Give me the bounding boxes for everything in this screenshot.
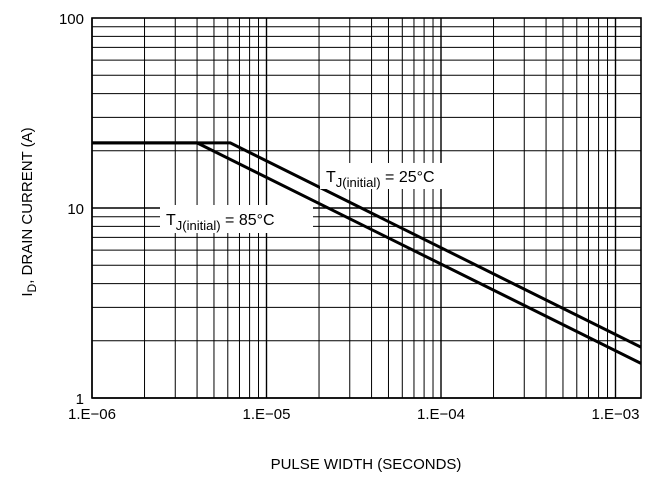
series-lines (92, 141, 642, 365)
annotation-tj85: TJ(initial) = 85°C (160, 205, 313, 233)
grid (91, 17, 642, 399)
annotation-tj25: TJ(initial) = 25°C (320, 163, 472, 190)
x-tick-label: 1.E−05 (243, 406, 291, 423)
plot-frame (91, 17, 642, 399)
x-tick-label: 1.E−03 (592, 406, 640, 423)
annotation-tj25-text: TJ(initial) = 25°C (326, 169, 435, 190)
annotation-tj85-text: TJ(initial) = 85°C (166, 212, 275, 233)
y-axis-title: ID, DRAIN CURRENT (A) (19, 127, 39, 296)
y-tick-label: 1 (76, 391, 84, 408)
tick-labels: 1.E−06 1.E−05 1.E−04 1.E−03 1 10 100 (59, 11, 640, 423)
y-tick-label: 10 (67, 201, 84, 218)
x-tick-label: 1.E−06 (68, 406, 116, 423)
y-tick-label: 100 (59, 11, 84, 28)
x-axis-title: PULSE WIDTH (SECONDS) (271, 456, 462, 473)
x-tick-label: 1.E−04 (417, 406, 465, 423)
series-line-tj85 (92, 141, 642, 365)
